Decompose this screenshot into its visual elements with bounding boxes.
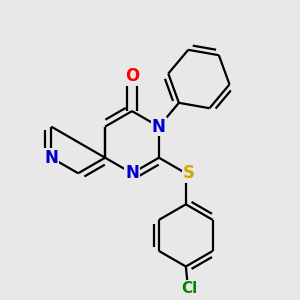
Text: O: O [125, 67, 139, 85]
Text: N: N [125, 164, 139, 182]
Text: S: S [182, 164, 194, 182]
Text: Cl: Cl [181, 281, 197, 296]
Text: N: N [44, 149, 58, 167]
Text: N: N [152, 118, 166, 136]
